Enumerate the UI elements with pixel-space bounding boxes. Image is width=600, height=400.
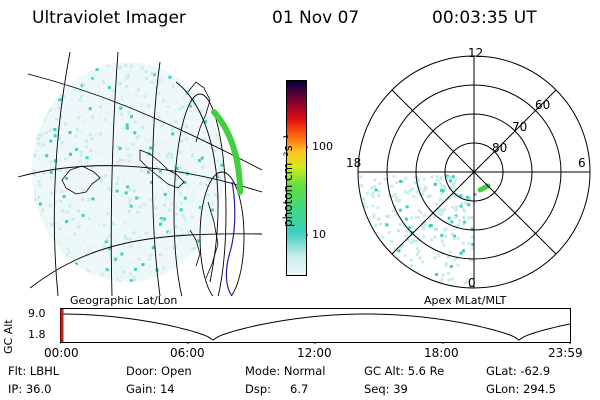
dsp-value: 6.7 [290, 382, 309, 396]
lat-label-70: 70 [512, 120, 528, 134]
altitude-ytick-max: 9.0 [28, 307, 46, 320]
polar-plot [357, 55, 591, 289]
colorbar-tick-10: 10 [312, 228, 326, 241]
mlt-label-0: 0 [468, 276, 476, 290]
mlt-label-18: 18 [346, 156, 362, 170]
observation-date: 01 Nov 07 [272, 8, 360, 28]
polar-emission [358, 174, 477, 288]
geo-panel-label: Geographic Lat/Lon [70, 294, 178, 307]
intensity-colorbar [286, 80, 308, 276]
colorbar-tick-100: 100 [312, 140, 333, 153]
lat-label-60: 60 [535, 98, 551, 112]
time-tick-2359: 23:59 [548, 346, 583, 360]
altitude-curve [60, 313, 571, 341]
time-tick-0000: 00:00 [44, 346, 79, 360]
gc-alt-info: GC Alt: 5.6 Re [364, 364, 445, 378]
filter-info: Flt: LBHL [8, 364, 60, 378]
geographic-image [17, 52, 262, 296]
polar-panel-label: Apex MLat/MLT [424, 294, 507, 307]
time-tick-1800: 18:00 [424, 346, 459, 360]
dsp-label: Dsp: [245, 382, 272, 396]
altitude-ylabel: GC Alt [2, 319, 15, 354]
altitude-ytick-min: 1.8 [28, 328, 46, 341]
gain-info: Gain: 14 [126, 382, 175, 396]
instrument-title: Ultraviolet Imager [32, 8, 186, 28]
auroral-arc [211, 109, 243, 195]
ip-info: IP: 36.0 [8, 382, 52, 396]
mlt-label-6: 6 [578, 156, 586, 170]
glat-info: GLat: -62.9 [486, 364, 551, 378]
time-tick-1200: 12:00 [297, 346, 332, 360]
door-info: Door: Open [126, 364, 192, 378]
observation-time: 00:03:35 UT [432, 8, 537, 28]
colorbar-unit-label: photon cm⁻²s⁻¹ [281, 134, 295, 227]
mode-info: Mode: Normal [245, 364, 326, 378]
mlt-label-12: 12 [468, 46, 484, 60]
lat-label-80: 80 [492, 141, 508, 155]
seq-info: Seq: 39 [364, 382, 408, 396]
time-tick-0600: 06:00 [170, 346, 205, 360]
glon-info: GLon: 294.5 [486, 382, 556, 396]
altitude-plot [60, 308, 571, 344]
